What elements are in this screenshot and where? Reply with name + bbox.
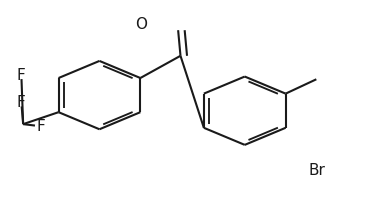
Text: O: O: [135, 17, 147, 32]
Text: F: F: [37, 119, 46, 134]
Text: Br: Br: [308, 163, 325, 178]
Text: F: F: [17, 68, 26, 83]
Text: F: F: [17, 95, 26, 110]
